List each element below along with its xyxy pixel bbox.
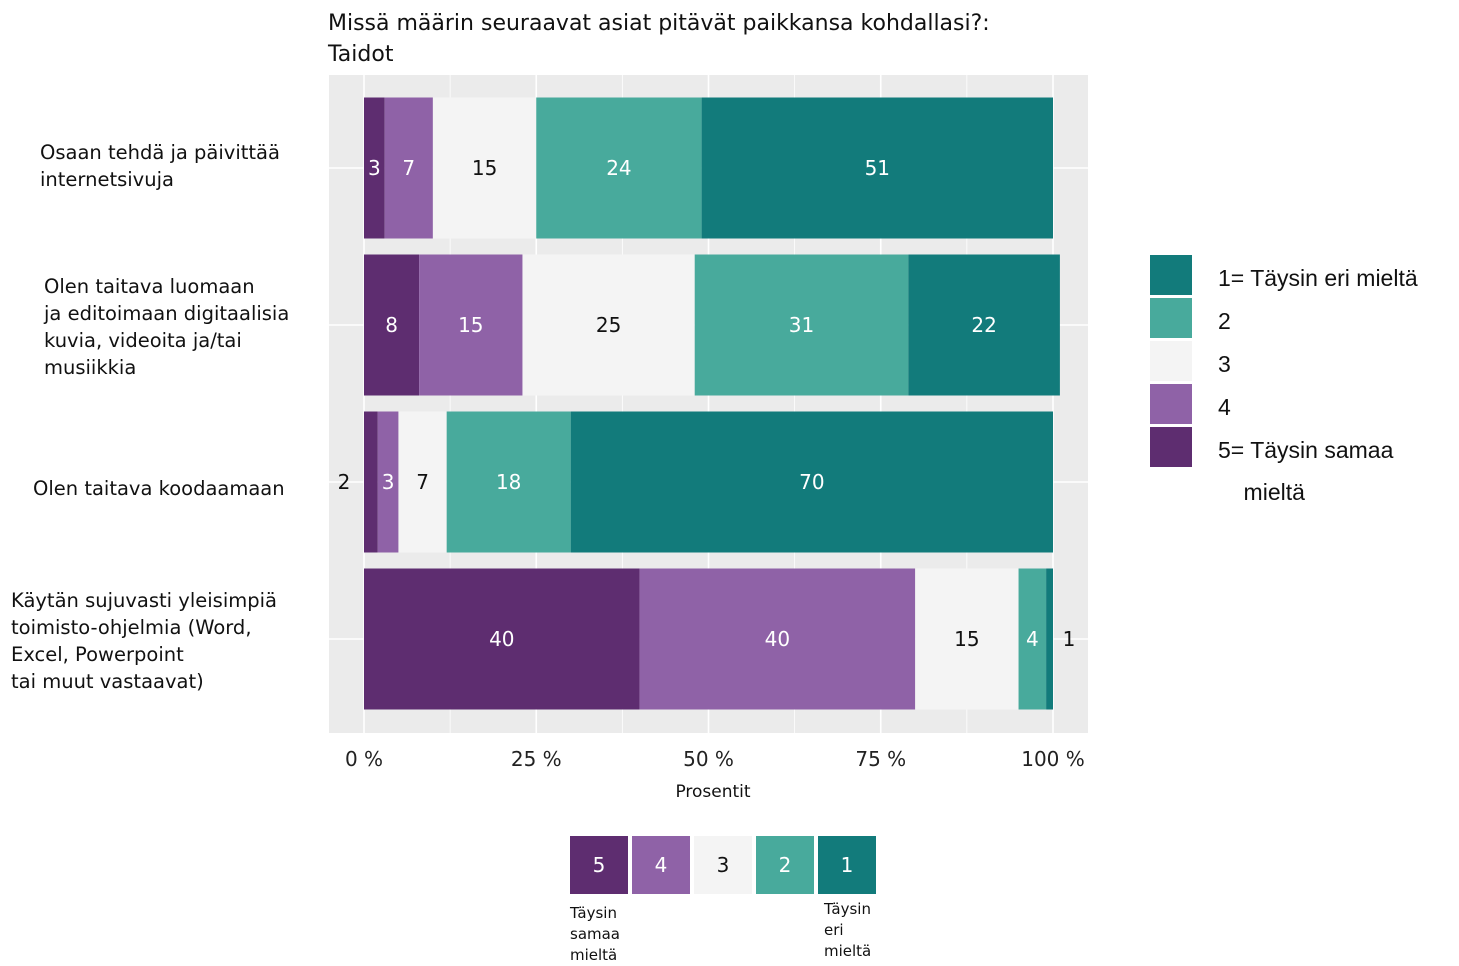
- bar-segment: [419, 254, 523, 396]
- legend-label: 1= Täysin eri mieltä: [1218, 265, 1418, 291]
- legend-label: 2: [1218, 308, 1231, 334]
- data-label: 15: [472, 156, 497, 180]
- bar-segment: [377, 411, 399, 553]
- bar-segment: [446, 411, 571, 553]
- category-label: Käytän sujuvasti yleisimpiä toimisto-ohj…: [11, 589, 277, 693]
- legend-item: 4: [1150, 384, 1450, 426]
- scale-box: 2: [756, 836, 814, 894]
- legend-item: 2: [1150, 298, 1450, 340]
- legend-label: 5= Täysin samaa mieltä: [1218, 437, 1394, 505]
- category-label: Olen taitava koodaamaan: [33, 477, 285, 500]
- x-tick-label: 50 %: [683, 747, 734, 771]
- bar-segment: [398, 411, 447, 553]
- bar-segment: [536, 97, 702, 239]
- bar-segment: [1046, 568, 1053, 710]
- data-label: 24: [606, 156, 631, 180]
- scale-box: 3: [694, 836, 752, 894]
- data-label: 18: [496, 470, 521, 494]
- legend-key: [1150, 427, 1192, 467]
- data-label: 2: [338, 470, 351, 494]
- legend-label: 3: [1218, 351, 1231, 377]
- bar-segment: [1018, 568, 1047, 710]
- x-tick-label: 75 %: [855, 747, 906, 771]
- data-label: 15: [954, 627, 979, 651]
- bar-segment: [694, 254, 909, 396]
- legend-key: [1150, 341, 1192, 381]
- data-label: 40: [489, 627, 514, 651]
- data-label: 51: [865, 156, 890, 180]
- bar-segment: [908, 254, 1060, 396]
- data-label: 1: [1063, 627, 1076, 651]
- data-label: 3: [382, 470, 395, 494]
- category-label: Osaan tehdä ja päivittää internetsivuja: [40, 141, 280, 191]
- bar-segment: [364, 568, 640, 710]
- data-label: 4: [1026, 627, 1039, 651]
- bar-segment: [384, 97, 433, 239]
- legend-item: 1= Täysin eri mieltä: [1150, 255, 1450, 297]
- data-label: 3: [368, 156, 381, 180]
- legend-key: [1150, 255, 1192, 295]
- bar-segment: [522, 254, 695, 396]
- x-tick-label: 0 %: [345, 747, 383, 771]
- chart-title: Missä määrin seuraavat asiat pitävät pai…: [328, 11, 990, 67]
- legend-key: [1150, 298, 1192, 338]
- data-label: 22: [971, 313, 996, 337]
- bar-segment: [915, 568, 1019, 710]
- data-label: 7: [402, 156, 415, 180]
- data-label: 25: [596, 313, 621, 337]
- scale-right-note: Täysin eri mieltä: [824, 900, 872, 960]
- bar-segment: [432, 97, 537, 239]
- data-label: 70: [799, 470, 824, 494]
- category-label: Olen taitava luomaan ja editoimaan digit…: [44, 275, 290, 379]
- scale-box: 4: [632, 836, 690, 894]
- scale-box: 1: [818, 836, 876, 894]
- bar-segment: [364, 97, 385, 239]
- x-tick-label: 100 %: [1021, 747, 1085, 771]
- legend-key: [1150, 384, 1192, 424]
- x-axis-label: Prosentit: [675, 782, 750, 802]
- legend-item: 5= Täysin samaa mieltä: [1150, 427, 1450, 505]
- legend-label: 4: [1218, 394, 1231, 420]
- scale-box: 5: [570, 836, 628, 894]
- bar-segment: [364, 411, 378, 553]
- bar-segment: [364, 254, 420, 396]
- data-label: 8: [385, 313, 398, 337]
- scale-left-note: Täysin samaa mieltä: [570, 904, 621, 964]
- x-tick-label: 25 %: [511, 747, 562, 771]
- data-label: 7: [416, 470, 429, 494]
- data-label: 40: [765, 627, 790, 651]
- bar-segment: [701, 97, 1053, 239]
- bar-segment: [639, 568, 916, 710]
- data-label: 15: [458, 313, 483, 337]
- legend-item: 3: [1150, 341, 1450, 383]
- data-label: 31: [789, 313, 814, 337]
- bar-segment: [570, 411, 1053, 553]
